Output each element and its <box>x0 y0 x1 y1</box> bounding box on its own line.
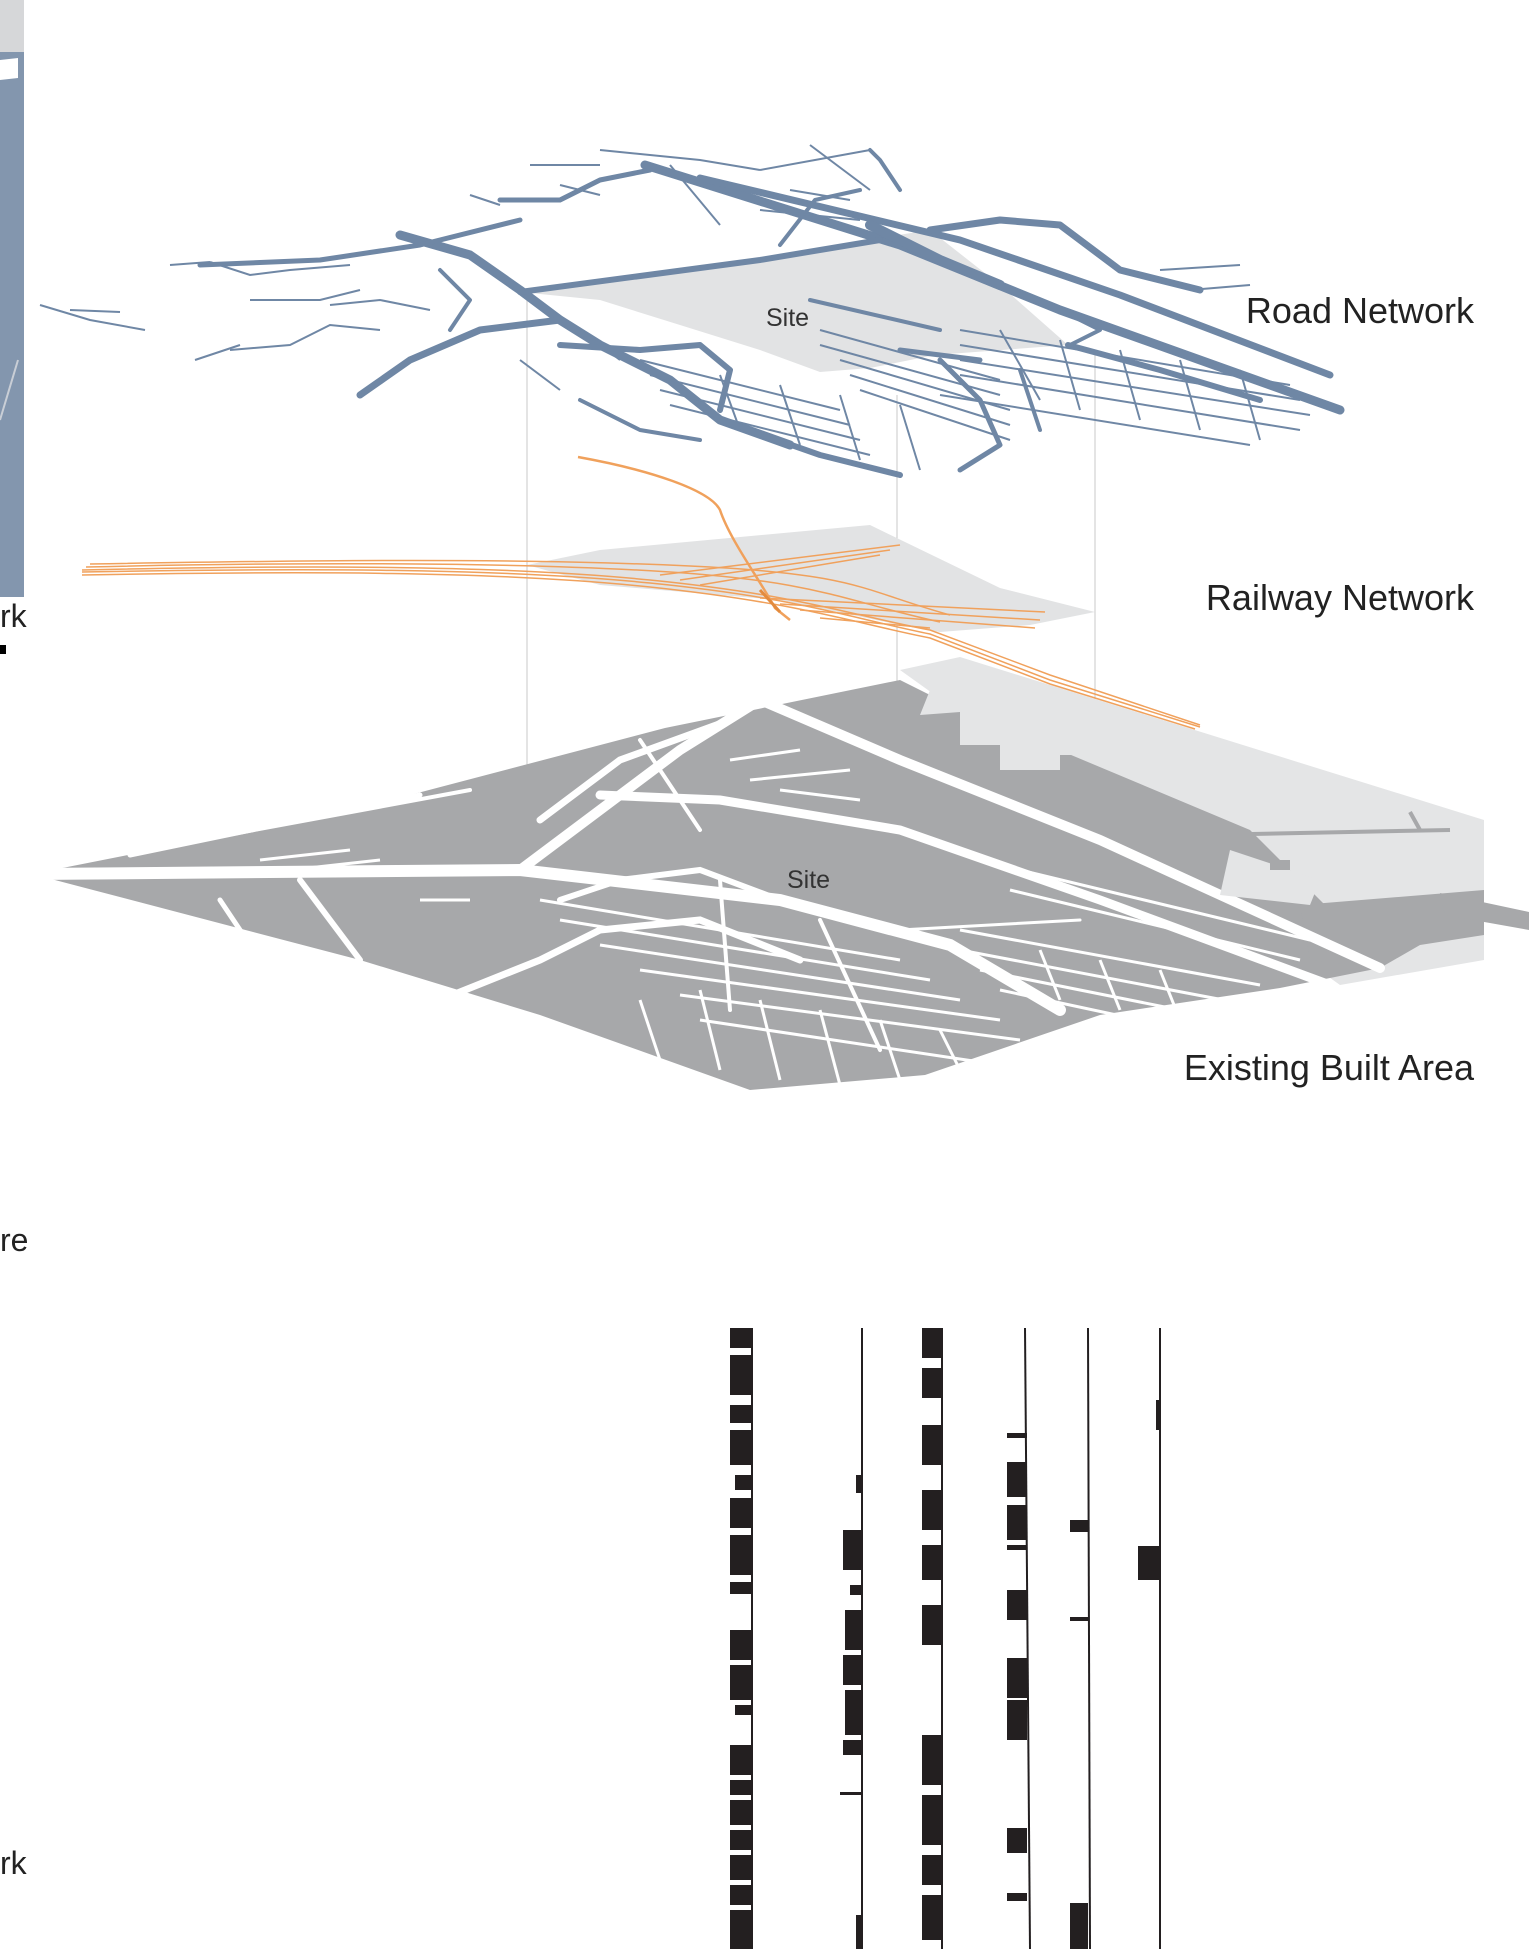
built-area-layer <box>26 657 1529 1090</box>
road-site-plane <box>520 230 1068 372</box>
road-network-site-label: Site <box>766 304 810 332</box>
bar-strips <box>730 1327 1161 1950</box>
road-network-label: Road Network <box>1245 290 1474 331</box>
cropped-left-panel <box>0 0 24 654</box>
railway-network-label: Railway Network <box>1205 577 1474 618</box>
existing-built-area-label: Existing Built Area <box>1183 1047 1474 1088</box>
road-network-layer <box>39 144 1345 478</box>
cropped-label-middle-left: re <box>0 1222 29 1258</box>
built-area-site-label: Site <box>787 866 831 894</box>
railway-site-plane <box>527 525 1095 632</box>
built-area-ground <box>32 680 1380 1090</box>
railway-layer <box>81 455 1201 730</box>
railway-spur <box>577 455 791 621</box>
cropped-label-top-left: rk <box>0 598 27 634</box>
cropped-label-bottom-left: rk <box>0 1845 27 1881</box>
